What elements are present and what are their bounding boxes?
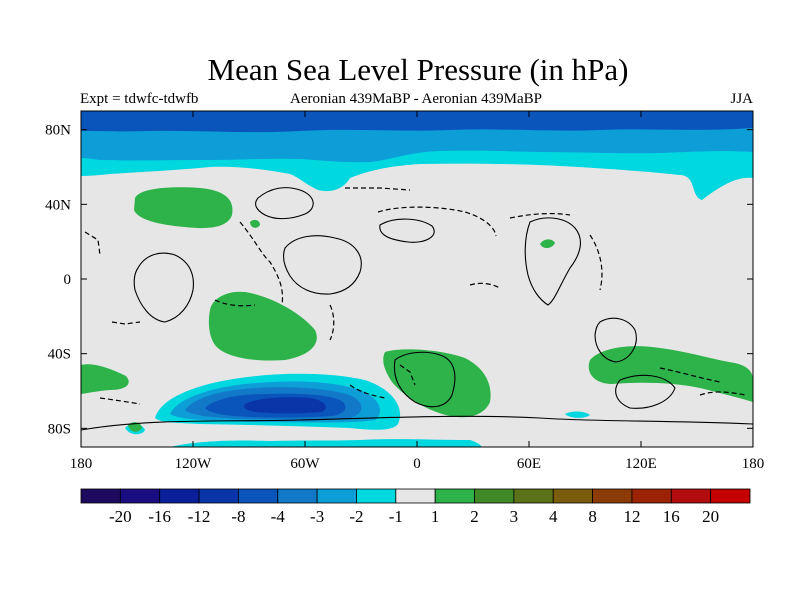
colorbar-label: -3 [310, 507, 324, 526]
colorbar-label: -1 [389, 507, 403, 526]
lon-tick-label: 60E [517, 456, 541, 472]
colorbar-label: 3 [510, 507, 519, 526]
colorbar-swatch [159, 488, 200, 504]
colorbar-label: 16 [663, 507, 680, 526]
lat-tick-label: 80S [48, 421, 71, 437]
north-polar-low-strong [81, 111, 753, 133]
coast-dashed-2 [239, 221, 284, 306]
colorbar-swatch [631, 488, 672, 504]
coast-dashed-13 [111, 321, 141, 325]
west-pacific-high [81, 364, 129, 394]
lat-tick-label: 40S [48, 347, 71, 363]
paleo-coastlines [84, 187, 746, 405]
colorbar-label: -4 [271, 507, 286, 526]
colorbar-swatch [434, 488, 475, 504]
colorbar-swatch [710, 488, 751, 504]
continent-east [524, 217, 581, 306]
north-pacific-high [134, 187, 233, 229]
southern-low-core [243, 397, 326, 414]
colorbar-label: -2 [349, 507, 363, 526]
colorbar-label: 4 [549, 507, 558, 526]
continent-outlines [81, 187, 753, 447]
longitude-axis: 180 120W 60W 0 60E 120E 180 [70, 111, 765, 472]
coast-dashed-9 [214, 299, 256, 307]
coast-dashed-6 [589, 234, 603, 291]
colorbar-label: -8 [231, 507, 245, 526]
colorbar-swatch [198, 488, 239, 504]
colorbar-swatch [670, 488, 712, 504]
season-label: JJA [730, 91, 753, 107]
colorbar-label: 20 [702, 507, 719, 526]
page-title: Mean Sea Level Pressure (in hPa) [207, 52, 629, 87]
lon-tick-label: 180 [742, 456, 765, 472]
colorbar-swatch [552, 488, 593, 504]
antarctica [81, 415, 753, 447]
colorbar-swatch [513, 488, 554, 504]
antarctic-low-patch-2 [565, 411, 590, 418]
coast-dashed-7 [469, 282, 501, 289]
colorbar-label: 2 [470, 507, 479, 526]
continent-far-east [594, 317, 637, 363]
europe-high-small [540, 239, 555, 249]
small-high-1 [250, 219, 260, 228]
colorbar-label: 1 [431, 507, 440, 526]
continent-northeast-islands [379, 218, 435, 243]
colorbar: -20 -16 -12 -8 -4 -3 -2 -1 1 2 3 4 8 12 16 20 [80, 488, 751, 526]
lon-tick-label: 120W [175, 456, 213, 472]
colorbar-swatch [592, 488, 633, 504]
lon-tick-label: 0 [413, 456, 421, 472]
coast-dashed-11 [399, 364, 416, 386]
colorbar-label: -20 [109, 507, 132, 526]
lon-tick-label: 120E [625, 456, 657, 472]
colorbar-swatch [277, 488, 318, 504]
coast-dashed-14 [699, 391, 746, 396]
continent-central [283, 235, 362, 295]
colorbar-swatch [316, 488, 357, 504]
colorbar-swatch [474, 488, 515, 504]
continent-southeast [615, 374, 676, 409]
coast-dashed-8 [329, 304, 335, 341]
map-field [81, 111, 753, 447]
south-pacific-high [208, 291, 317, 361]
coast-dashed-15 [99, 397, 141, 405]
coast-dashed-3 [345, 187, 411, 191]
latitude-axis: 80N 40N 0 40S 80S [45, 123, 753, 437]
indian-ocean-high [588, 346, 753, 402]
lat-tick-label: 40N [45, 197, 71, 213]
lat-tick-label: 0 [64, 272, 72, 288]
continent-americas-west [133, 252, 194, 323]
lon-tick-label: 180 [70, 456, 93, 472]
lat-tick-label: 80N [45, 123, 71, 139]
antarctic-high-patch [128, 422, 142, 432]
coast-dashed-12 [659, 367, 721, 383]
colorbar-swatch [238, 488, 279, 504]
experiment-label: Expt = tdwfc-tdwfb [80, 91, 199, 107]
colorbar-label: 12 [623, 507, 640, 526]
continent-north-block [255, 187, 314, 220]
lon-tick-label: 60W [290, 456, 320, 472]
colorbar-swatch [119, 488, 161, 504]
colorbar-swatch [395, 488, 436, 504]
colorbar-label: 8 [588, 507, 597, 526]
continent-africa-south [393, 351, 456, 408]
antarctic-low-patch-3 [170, 439, 482, 447]
coast-dashed-1 [84, 231, 101, 256]
coast-dashed-10 [349, 384, 386, 399]
period-label: Aeronian 439MaBP - Aeronian 439MaBP [290, 91, 542, 107]
colorbar-label: -12 [188, 507, 211, 526]
colorbar-swatch [356, 488, 397, 504]
south-atlantic-high [383, 349, 491, 418]
colorbar-label: -16 [148, 507, 171, 526]
colorbar-swatch [80, 488, 121, 504]
